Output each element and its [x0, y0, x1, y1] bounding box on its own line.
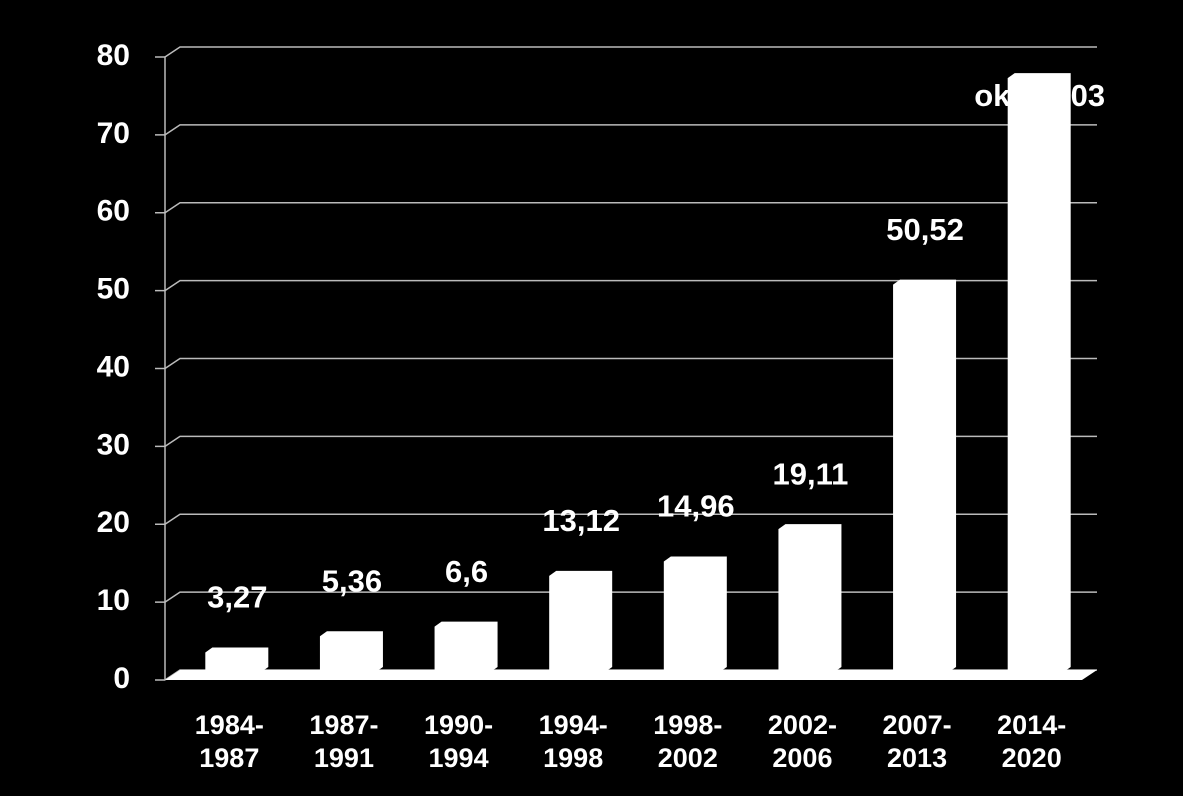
- x-tick-label: 2002-2006: [768, 710, 837, 773]
- value-label: 13,12: [542, 503, 620, 538]
- x-tick-label: 1984-1987: [195, 710, 264, 773]
- y-tick-label: 80: [97, 39, 130, 72]
- grid-line: [164, 435, 1097, 447]
- value-label: 14,96: [657, 489, 735, 524]
- value-label: 6,6: [445, 554, 488, 589]
- grid-line: [164, 46, 1097, 58]
- y-tick-label: 30: [97, 428, 130, 461]
- bar: [319, 631, 383, 672]
- floor: [165, 670, 1097, 680]
- x-tick-label: 1994-1998: [539, 710, 608, 773]
- y-tick-label: 10: [97, 584, 130, 617]
- bar: [434, 621, 498, 672]
- y-tick-label: 50: [97, 273, 130, 306]
- y-tick-label: 0: [113, 662, 130, 695]
- bar: [893, 279, 957, 672]
- x-tick-label: 1998-2002: [653, 710, 722, 773]
- grid-line: [164, 279, 1097, 292]
- bar: [778, 524, 842, 672]
- bar: [663, 556, 727, 672]
- bar: [205, 647, 269, 672]
- x-tick-label: 1990-1994: [424, 710, 493, 773]
- bar: [549, 570, 613, 672]
- x-tick-label: 1987-1991: [309, 710, 378, 773]
- y-tick-label: 20: [97, 506, 130, 539]
- grid-line: [164, 513, 1097, 525]
- value-label: 50,52: [886, 212, 964, 247]
- x-tick-label: 2014-2020: [997, 710, 1066, 773]
- y-tick-label: 70: [97, 117, 130, 150]
- value-label: 3,27: [207, 580, 267, 615]
- x-tick-label: 2007-2013: [883, 710, 952, 773]
- value-label: 19,11: [773, 456, 849, 491]
- y-tick-label: 40: [97, 350, 130, 383]
- value-label: ok. 77,03: [974, 78, 1105, 113]
- grid-line: [164, 202, 1097, 214]
- grid-line: [164, 357, 1097, 370]
- value-label: 5,36: [322, 563, 382, 598]
- y-tick-label: 60: [97, 195, 130, 228]
- grid-line: [164, 124, 1097, 136]
- bar: [1007, 73, 1071, 672]
- grid-line: [164, 591, 1097, 603]
